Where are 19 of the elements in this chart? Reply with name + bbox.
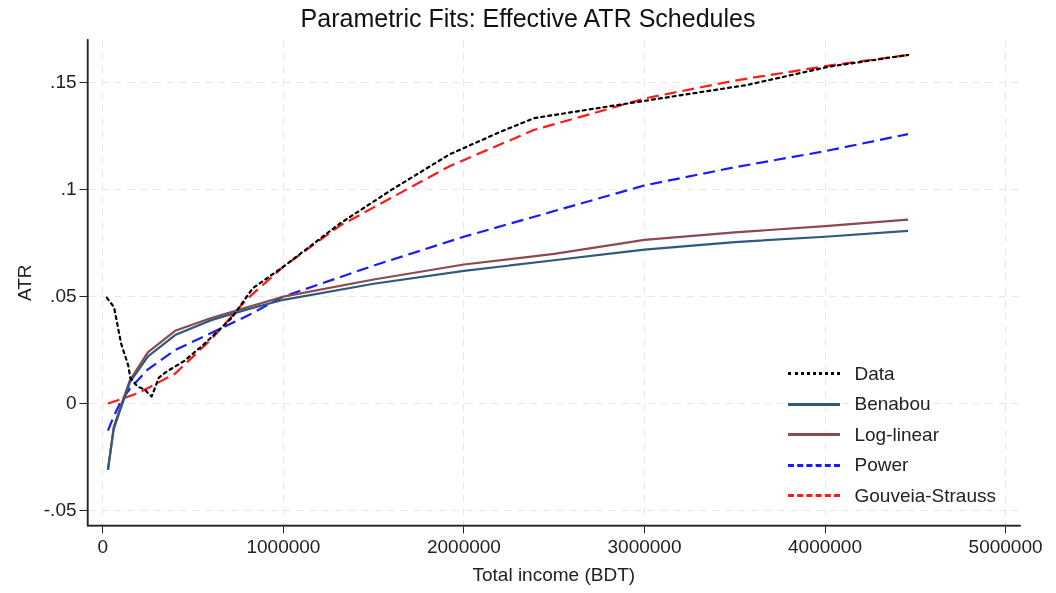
legend-label: Log-linear — [854, 423, 939, 446]
y-tick-label: .05 — [50, 284, 77, 306]
y-tick-label: -.05 — [43, 498, 77, 520]
x-tick-label: 2000000 — [426, 536, 501, 558]
y-tick-label: .1 — [60, 177, 77, 199]
legend-label: Power — [854, 454, 909, 477]
legend-label: Data — [854, 362, 895, 385]
legend-label: Benabou — [854, 393, 931, 416]
x-tick-label: 4000000 — [788, 536, 863, 558]
y-axis-title: ATR — [13, 264, 35, 301]
y-tick-label: 0 — [65, 391, 77, 413]
y-tick-label: .15 — [50, 71, 77, 92]
x-axis-title: Total income (BDT) — [472, 563, 636, 585]
chart-title: Parametric Fits: Effective ATR Schedules — [299, 4, 757, 33]
x-tick-label: 5000000 — [968, 536, 1043, 558]
x-tick-label: 0 — [97, 536, 109, 558]
x-tick-label: 1000000 — [246, 536, 321, 558]
legend-label: Gouveia-Strauss — [854, 484, 996, 507]
x-tick-label: 3000000 — [607, 536, 682, 558]
